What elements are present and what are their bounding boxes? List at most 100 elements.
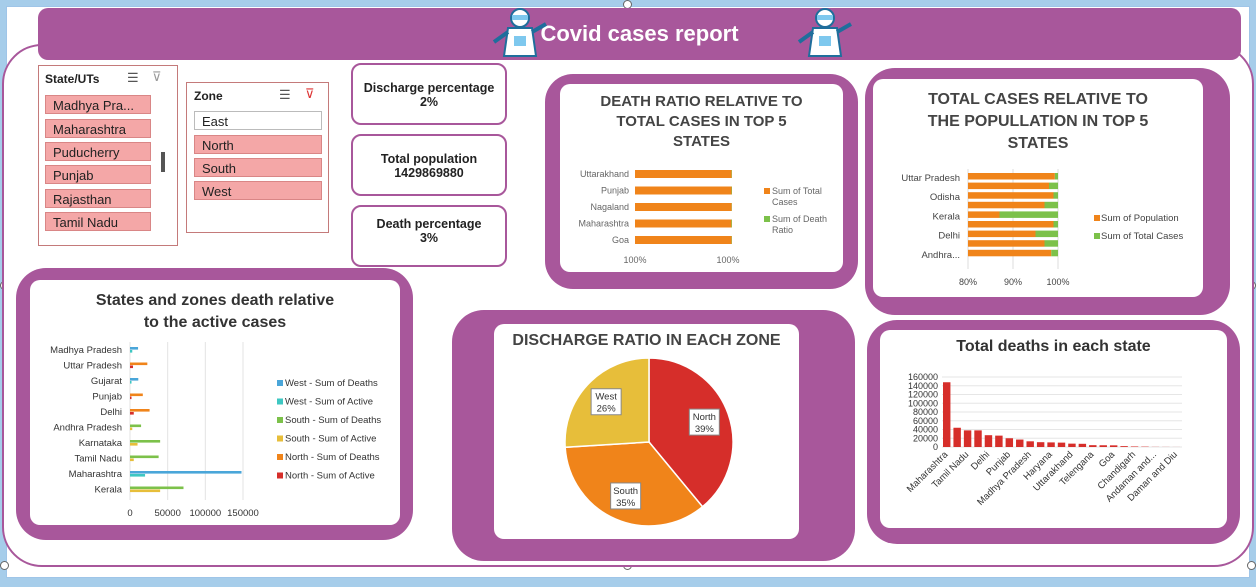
bar <box>130 474 146 477</box>
state-item[interactable]: Puducherry <box>45 142 151 161</box>
clear-filter-icon[interactable]: ⊽ <box>152 69 162 84</box>
bar <box>1047 442 1055 447</box>
x-tick-label: 80% <box>959 277 977 287</box>
state-item[interactable]: Madhya Pra... <box>45 95 151 114</box>
bar <box>130 440 161 443</box>
bar <box>968 192 1054 199</box>
zone-item-east[interactable]: East <box>194 111 322 130</box>
y-tick-label: 0 <box>933 442 938 452</box>
legend-label: North - Sum of Deaths <box>285 452 380 463</box>
total-cases-chart: TOTAL CASES RELATIVE TO THE POPULLATION … <box>873 79 1203 297</box>
bar <box>968 182 1049 190</box>
legend-swatch <box>277 435 283 442</box>
data-label: 39% <box>695 424 715 435</box>
zone-item-north[interactable]: North <box>194 135 322 154</box>
title-line: to the active cases <box>143 314 287 331</box>
y-tick-label: Kerala <box>95 485 123 496</box>
total-deaths-chart: Total deaths in each state 0 20000 40000 60… <box>880 330 1227 528</box>
y-tick-label: Uttar Pradesh <box>901 173 960 184</box>
page-title: Covid cases report <box>540 21 739 46</box>
state-item[interactable]: Maharashtra <box>45 119 151 138</box>
y-tick-label: Uttarakhand <box>580 169 629 179</box>
slicer-scrollbar[interactable] <box>161 152 165 172</box>
data-label: South <box>613 486 638 497</box>
bar <box>130 471 242 474</box>
total-deaths-plot: 0200004000060000800001000001200001400001… <box>905 372 1182 508</box>
title-line: THE POPULLATION IN TOP 5 <box>927 113 1149 130</box>
zone-item-west[interactable]: West <box>194 181 322 200</box>
bar <box>1099 445 1107 447</box>
legend-label: Sum of Total Cases <box>772 186 822 207</box>
y-tick-label: 140000 <box>908 381 938 391</box>
state-item[interactable]: Punjab <box>45 165 151 184</box>
y-tick-label: 160000 <box>908 372 938 382</box>
kpi-death-value: 3% <box>419 231 439 245</box>
bar <box>130 393 143 397</box>
resize-handle-bottom-right[interactable] <box>1247 561 1256 570</box>
x-tick-label: 100% <box>1046 277 1069 287</box>
bar <box>1026 441 1034 447</box>
death-ratio-plot: Uttarakhand Punjab Nagaland Maharashtra Goa 1… <box>578 169 827 265</box>
resize-handle-bottom-left[interactable] <box>0 561 9 570</box>
bar <box>130 412 134 415</box>
multi-select-icon[interactable]: ☰ <box>279 87 291 102</box>
y-tick-label: 40000 <box>913 425 938 435</box>
bar <box>130 378 139 381</box>
title-line: STATES <box>1007 135 1069 152</box>
y-tick-label: Madhya Pradesh <box>50 345 122 356</box>
state-item[interactable]: Rajasthan <box>45 189 151 208</box>
kpi-discharge-label: Discharge percentage <box>363 81 495 95</box>
bar <box>968 211 1000 218</box>
kpi-discharge: Discharge percentage 2% <box>351 63 507 125</box>
state-slicer-title: State/UTs <box>45 72 100 86</box>
y-tick-label: Nagaland <box>590 202 629 212</box>
title-banner: Covid cases report <box>38 8 1241 60</box>
bar <box>1051 249 1058 257</box>
bar <box>635 236 732 244</box>
y-tick-label: Gujarat <box>91 376 123 387</box>
legend-label: Sum of Population <box>1101 213 1179 224</box>
bar <box>1049 182 1058 190</box>
legend-label: Sum of Total Cases <box>1101 231 1183 242</box>
bar <box>130 381 132 384</box>
legend-label: South - Sum of Deaths <box>285 415 381 426</box>
zone-item-south[interactable]: South <box>194 158 322 177</box>
data-label: 35% <box>616 498 636 509</box>
zone-slicer[interactable]: Zone ☰ ⊽ East North South West <box>186 82 329 233</box>
bar <box>130 427 133 431</box>
x-tick-label: 90% <box>1004 277 1022 287</box>
kpi-discharge-value: 2% <box>419 95 439 109</box>
y-tick-label: Tamil Nadu <box>74 454 122 465</box>
y-tick-label: Kerala <box>933 211 961 222</box>
x-tick-label: 100% <box>716 255 739 265</box>
bar <box>1120 446 1128 447</box>
multi-select-icon[interactable]: ☰ <box>127 70 139 85</box>
legend-swatch <box>277 380 283 386</box>
data-label: North <box>693 412 716 423</box>
legend-label: North - Sum of Active <box>285 471 375 482</box>
x-tick-label: 50000 <box>154 508 180 519</box>
bar <box>635 219 732 228</box>
state-item[interactable]: Tamil Nadu <box>45 212 151 231</box>
legend-label: South - Sum of Active <box>285 434 376 445</box>
bar <box>130 424 142 428</box>
title-line: DEATH RATIO RELATIVE TO <box>600 93 803 110</box>
bar <box>731 219 732 228</box>
title-line: TOTAL CASES IN TOP 5 <box>616 113 787 130</box>
y-tick-label: 60000 <box>913 416 938 426</box>
state-slicer[interactable]: State/UTs ☰ ⊽ Madhya Pra... Maharashtra … <box>38 65 178 246</box>
data-label-box <box>610 482 642 510</box>
bar <box>635 170 732 178</box>
bar <box>130 409 150 412</box>
bar <box>963 430 972 447</box>
bar <box>968 201 1045 209</box>
bar <box>1130 446 1139 447</box>
doctor-icon-left <box>492 8 547 57</box>
bar <box>943 382 951 447</box>
bar <box>130 396 132 400</box>
clear-filter-icon[interactable]: ⊽ <box>305 86 315 101</box>
bar <box>953 427 961 447</box>
bar <box>1053 192 1058 199</box>
legend-swatch <box>277 454 283 460</box>
y-tick-label: Punjab <box>601 186 629 196</box>
